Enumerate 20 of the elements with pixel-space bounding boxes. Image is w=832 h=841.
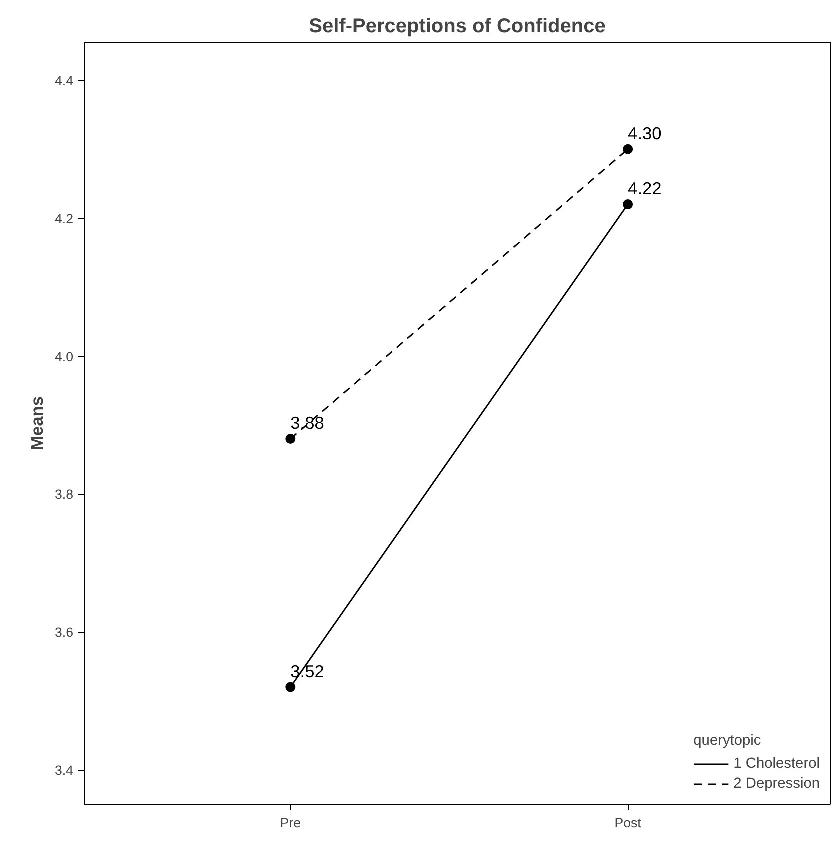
y-tick-label: 4.0 [54, 349, 74, 364]
legend-label: 1 Cholesterol [734, 756, 820, 772]
point [623, 144, 634, 154]
chart-title: Self-Perceptions of Confidence [309, 16, 606, 38]
point [286, 434, 296, 444]
y-tick-label: 3.8 [54, 487, 74, 502]
data-label: 4.30 [628, 123, 662, 144]
x-tick-label: Pre [280, 816, 302, 830]
point [286, 682, 296, 692]
x-tick-label: Post [614, 816, 642, 830]
legend-title: querytopic [694, 733, 762, 749]
y-tick-label: 4.4 [54, 73, 74, 88]
y-axis-title: Means [26, 396, 47, 450]
y-tick-label: 4.2 [54, 211, 74, 226]
legend-label: 2 Depression [734, 776, 820, 792]
y-tick-label: 3.6 [54, 625, 74, 640]
data-label: 3.88 [290, 413, 324, 434]
point [623, 200, 634, 210]
y-tick-label: 3.4 [54, 763, 74, 778]
data-label: 4.22 [628, 178, 662, 199]
